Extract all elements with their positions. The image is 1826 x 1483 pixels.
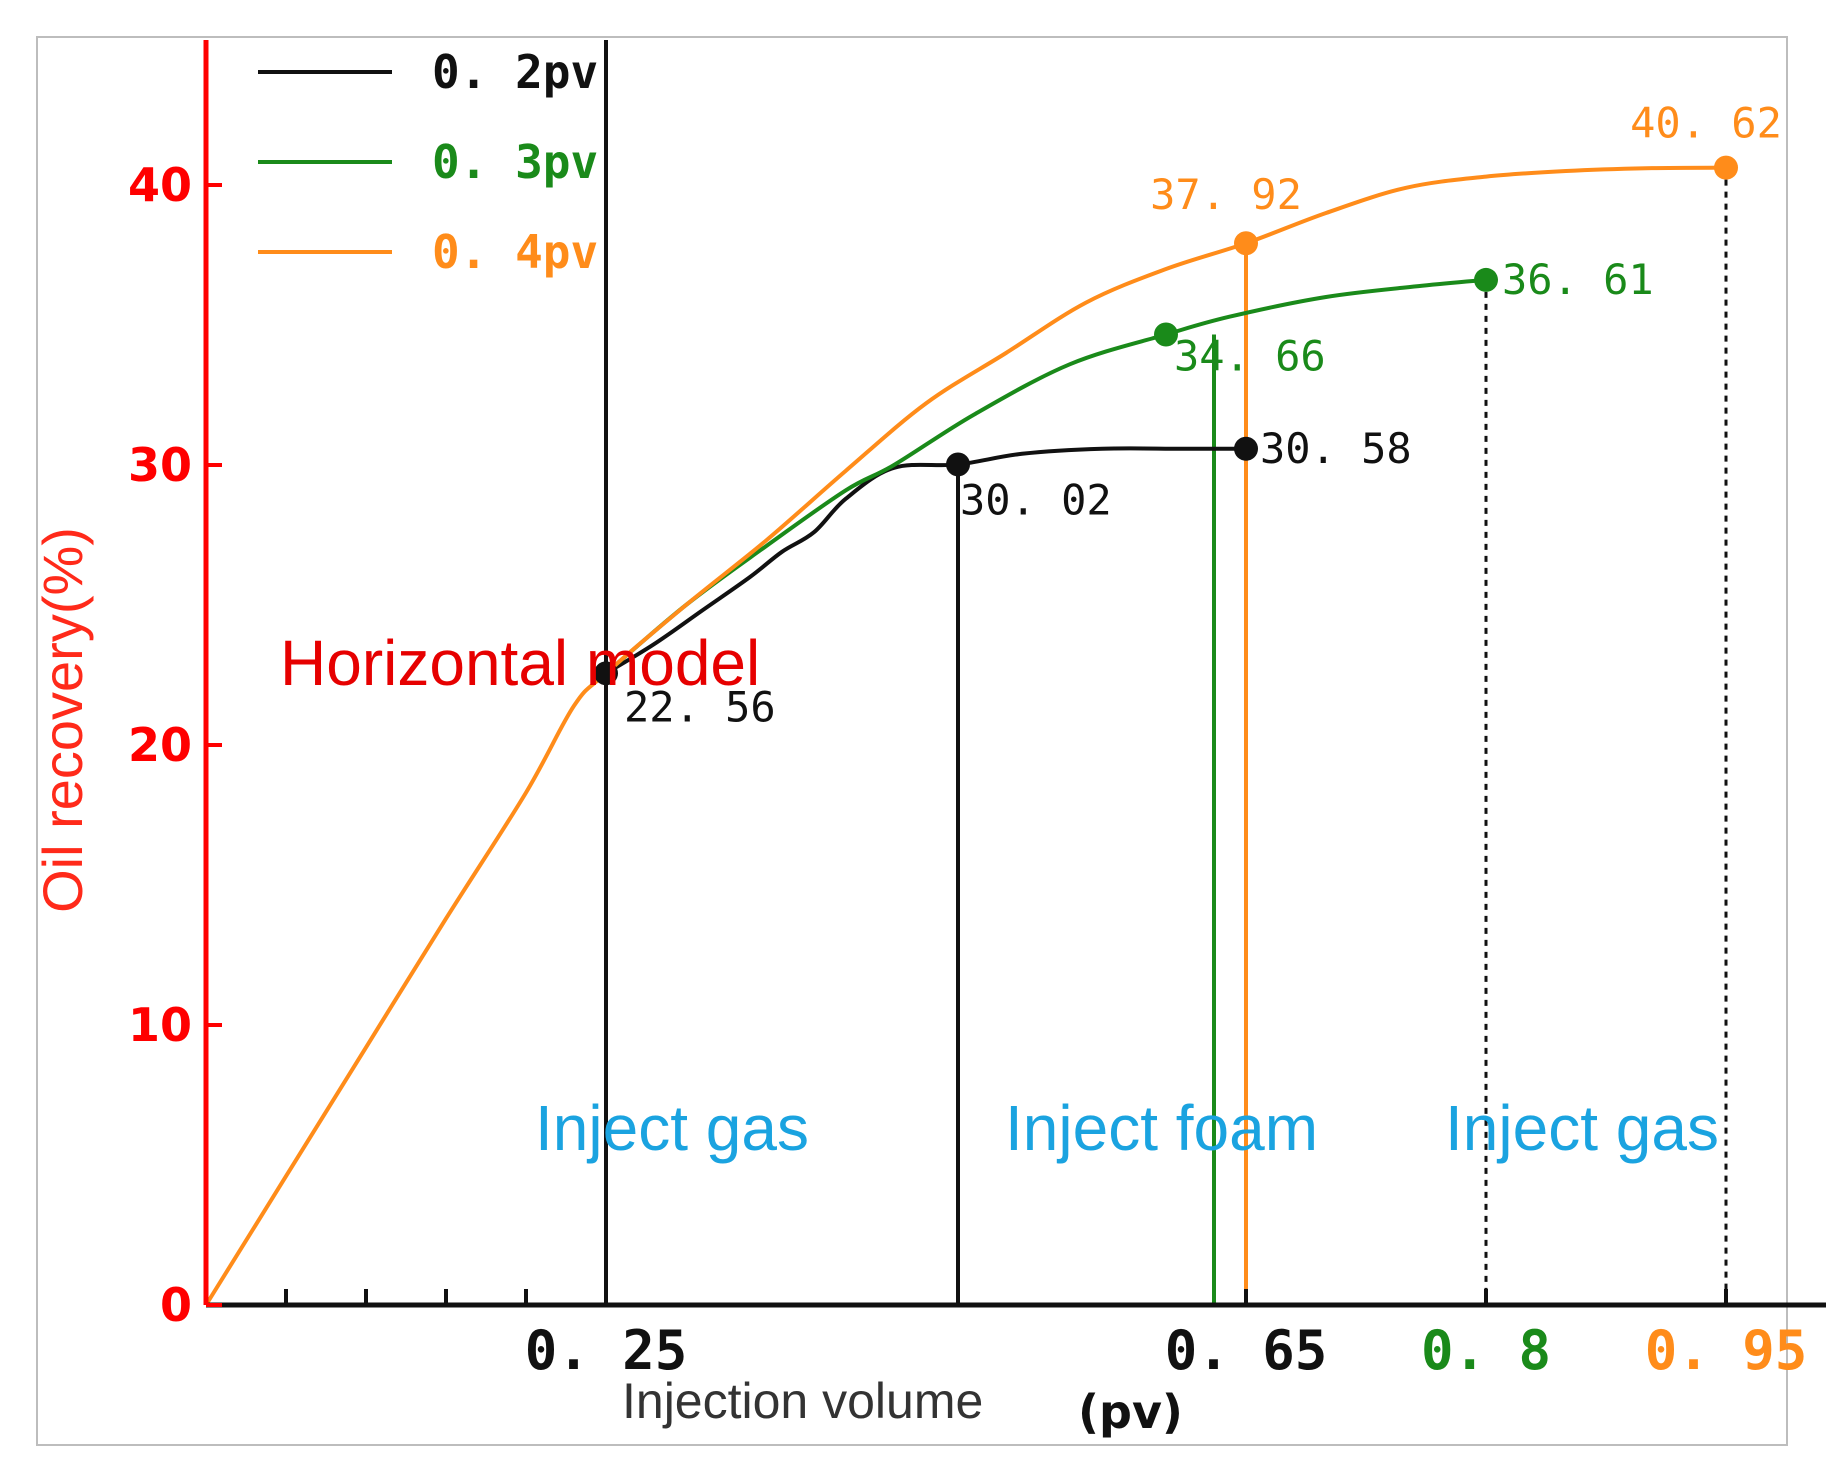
- y-tick-label-4: 40: [128, 158, 192, 212]
- data-value-label-3: 34. 66: [1174, 332, 1326, 381]
- data-value-label-2: 30. 58: [1260, 424, 1412, 473]
- data-value-label-5: 37. 92: [1150, 170, 1302, 219]
- data-point-marker-5: [1234, 231, 1258, 256]
- x-axis-unit: (pv): [1078, 1385, 1183, 1439]
- legend-label-0: 0. 2pv: [432, 45, 598, 99]
- data-point-marker-1: [946, 452, 970, 477]
- y-tick-label-0: 0: [160, 1278, 192, 1332]
- y-axis-label: Oil recovery(%): [31, 527, 94, 913]
- model-label: Horizontal model: [280, 627, 760, 699]
- legend: 0. 2pv 0. 3pv 0. 4pv: [258, 45, 598, 279]
- data-value-label-1: 30. 02: [960, 475, 1112, 524]
- region-label-inject-foam: Inject foam: [1005, 1092, 1318, 1164]
- region-label-inject-gas-1: Inject gas: [535, 1092, 809, 1164]
- x-tick-label-2: 0. 8: [1421, 1319, 1551, 1382]
- x-tick-label-1: 0. 65: [1165, 1319, 1328, 1382]
- series-line-2: [204, 165, 1727, 1307]
- data-value-label-0: 22. 56: [624, 682, 776, 731]
- data-point-marker-0: [594, 661, 618, 686]
- data-value-label-4: 36. 61: [1502, 255, 1654, 304]
- y-tick-label-3: 30: [128, 438, 192, 492]
- y-tick-label-2: 20: [128, 718, 192, 772]
- x-axis-label: Injection volume: [622, 1373, 983, 1429]
- y-tick-label-1: 10: [128, 998, 192, 1052]
- region-label-inject-gas-2: Inject gas: [1445, 1092, 1719, 1164]
- data-point-marker-4: [1474, 267, 1498, 292]
- data-value-label-6: 40. 62: [1630, 99, 1782, 148]
- x-tick-label-3: 0. 95: [1645, 1319, 1808, 1382]
- data-point-marker-6: [1714, 155, 1738, 180]
- legend-label-1: 0. 3pv: [432, 135, 598, 189]
- data-point-marker-3: [1154, 322, 1178, 347]
- legend-label-2: 0. 4pv: [432, 225, 598, 279]
- data-point-marker-2: [1234, 436, 1258, 461]
- figure-frame: [36, 36, 1788, 1446]
- series-line-1: [604, 277, 1487, 675]
- x-tick-label-0: 0. 25: [525, 1319, 688, 1382]
- series-line-0: [604, 446, 1246, 676]
